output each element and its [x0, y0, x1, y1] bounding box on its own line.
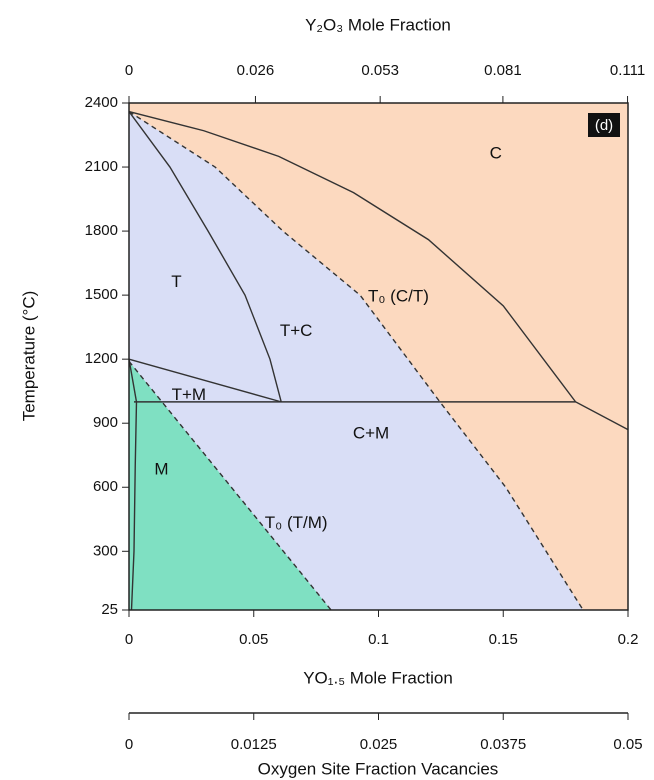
x-tick-label: 0 — [125, 631, 133, 648]
region-label: C — [490, 144, 502, 163]
y-tick-label: 900 — [93, 414, 118, 431]
phase-boundary — [130, 401, 138, 611]
y-tick-label: 25 — [101, 601, 118, 618]
y-axis-title: Temperature (°C) — [19, 291, 38, 422]
y-tick-label: 1500 — [85, 286, 118, 303]
vacancy-axis-title: Oxygen Site Fraction Vacancies — [258, 759, 499, 778]
y-tick-label: 600 — [93, 478, 118, 495]
region-label: C+M — [353, 423, 389, 442]
vacancy-tick-label: 0.025 — [360, 736, 398, 753]
region-label: M — [154, 460, 168, 479]
top-tick-label: 0.026 — [237, 62, 275, 79]
phase-boundary — [128, 359, 138, 402]
region-label: T+C — [280, 321, 313, 340]
top-tick-label: 0.111 — [610, 62, 645, 79]
vacancy-tick-label: 0.05 — [613, 736, 642, 753]
phase-boundary — [128, 110, 629, 431]
x-tick-label: 0.2 — [618, 631, 639, 648]
y-tick-label: 1200 — [85, 350, 118, 367]
region-label: T+M — [172, 385, 206, 404]
phase-boundary — [128, 111, 282, 403]
panel-label-box — [588, 113, 620, 137]
x-axis-title: YO₁.₅ Mole Fraction — [303, 668, 453, 687]
vacancy-tick-label: 0.0375 — [480, 736, 526, 753]
vacancy-tick-label: 0 — [125, 736, 133, 753]
region-label: T₀ (T/M) — [265, 513, 328, 532]
phase-region — [129, 361, 332, 610]
x-tick-label: 0.1 — [368, 631, 389, 648]
y-tick-label: 2400 — [85, 94, 118, 111]
top-tick-label: 0 — [125, 62, 133, 79]
top-tick-label: 0.081 — [484, 62, 522, 79]
region-label: T — [171, 272, 181, 291]
phase-boundary — [128, 110, 584, 611]
vacancy-tick-label: 0.0125 — [231, 736, 277, 753]
panel-label: (d) — [595, 117, 613, 134]
y-tick-label: 1800 — [85, 222, 118, 239]
top-tick-label: 0.053 — [361, 62, 399, 79]
top-axis-title: Y₂O₃ Mole Fraction — [305, 15, 451, 34]
region-label: T₀ (C/T) — [368, 287, 429, 306]
phase-boundary — [128, 358, 282, 403]
y-tick-label: 2100 — [85, 158, 118, 175]
x-tick-label: 0.05 — [239, 631, 268, 648]
y-tick-label: 300 — [93, 542, 118, 559]
x-tick-label: 0.15 — [489, 631, 518, 648]
